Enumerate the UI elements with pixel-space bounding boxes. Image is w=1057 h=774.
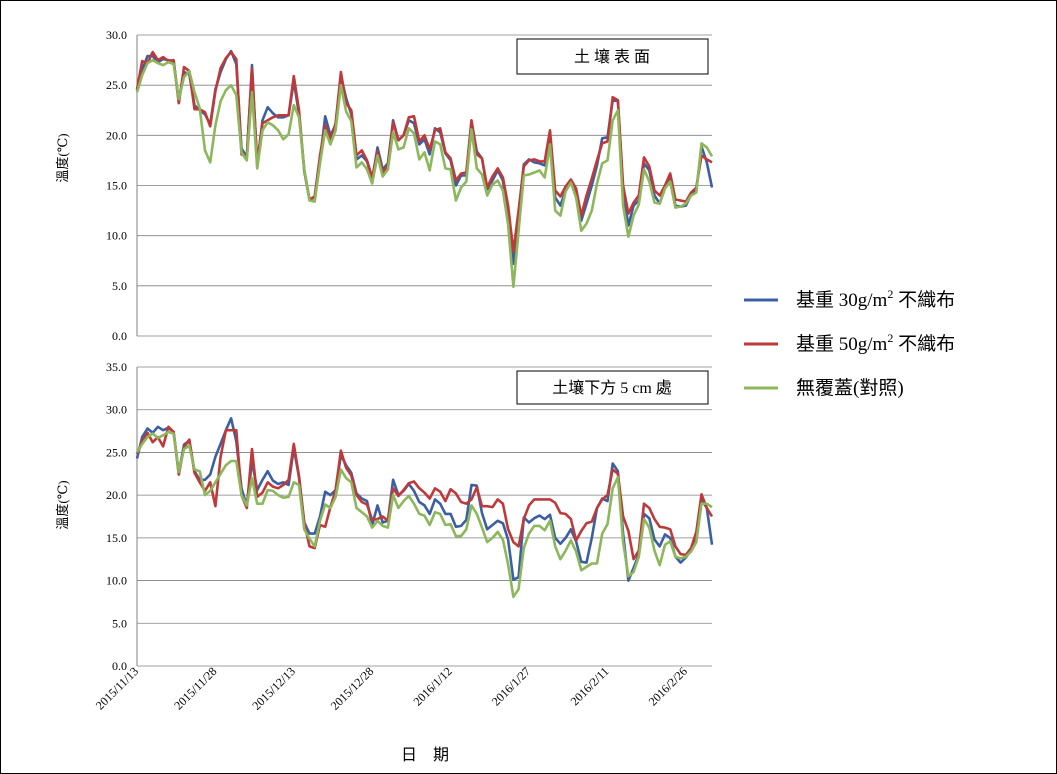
y-tick-label: 5.0 [112, 279, 127, 293]
y-ticks-bottom: 0.0 5.0 10.0 15.0 20.0 25.0 30.0 35.0 [106, 360, 127, 673]
y-ticks-top: 0.0 5.0 10.0 15.0 20.0 25.0 30.0 [106, 28, 127, 343]
y-tick-label: 0.0 [112, 329, 127, 343]
x-tick-labels: 2015/11/13 2015/11/28 2015/12/13 2015/12/28… [93, 664, 690, 713]
series-line-series_50-top [135, 50, 713, 253]
y-tick-label: 30.0 [106, 28, 127, 42]
y-tick-label: 25.0 [106, 78, 127, 92]
x-tick-label: 2015/12/28 [328, 664, 377, 713]
y-tick-label: 10.0 [106, 229, 127, 243]
x-tick-label: 2016/1/12 [410, 664, 454, 708]
x-tick-label: 2015/12/13 [249, 664, 298, 713]
legend-label-series_50: 基重 50g/m2 不織布 [796, 331, 955, 355]
y-tick-label: 15.0 [106, 179, 127, 193]
series-line-series_none-bottom [135, 430, 713, 599]
panel-label-box-bottom [516, 370, 709, 405]
y-tick-label: 30.0 [106, 403, 127, 417]
panel-label-top: 土 壤 表 面 [574, 47, 650, 66]
y-tick-label: 20.0 [106, 488, 127, 502]
y-axis-label-bottom: 溫度(℃) [55, 480, 70, 529]
y-tick-label: 15.0 [106, 531, 127, 545]
legend-label-series_30: 基重 30g/m2 不織布 [796, 287, 955, 311]
legend-label-series_none: 無覆蓋(對照) [796, 377, 904, 399]
series-lines-top [135, 49, 714, 289]
y-tick-label: 20.0 [106, 128, 127, 142]
panel-soil-surface: 0.0 5.0 10.0 15.0 20.0 25.0 30.0 溫度(℃) 土 壤 表 面 [55, 28, 714, 343]
x-tick-label: 2016/2/26 [646, 664, 690, 708]
x-tick-label: 2016/1/27 [489, 664, 533, 708]
grid-bottom [136, 366, 712, 667]
x-axis-label: 日 期 [401, 746, 449, 764]
series-line-series_30-bottom [135, 416, 714, 582]
y-tick-label: 35.0 [106, 360, 127, 374]
y-tick-label: 25.0 [106, 445, 127, 459]
series-line-series_none-top [135, 58, 714, 289]
panel-label-bottom: 土壤下方 5 cm 處 [552, 378, 672, 397]
grid-top [136, 34, 712, 337]
y-tick-label: 5.0 [112, 616, 127, 630]
y-axis-label-top: 溫度(℃) [55, 133, 70, 182]
panel-soil-5cm: 0.0 5.0 10.0 15.0 20.0 25.0 30.0 35.0 溫度(℃) 土壤下… [55, 360, 714, 673]
panel-label-box-top [516, 38, 709, 75]
y-tick-label: 0.0 [112, 659, 127, 673]
series-lines-bottom [135, 416, 714, 599]
y-tick-label: 10.0 [106, 574, 127, 588]
x-tick-label: 2015/11/28 [171, 664, 219, 712]
x-tick-label: 2016/2/11 [568, 664, 612, 708]
series-line-series_50-bottom [135, 425, 714, 561]
series-line-series_30-top [135, 49, 714, 266]
